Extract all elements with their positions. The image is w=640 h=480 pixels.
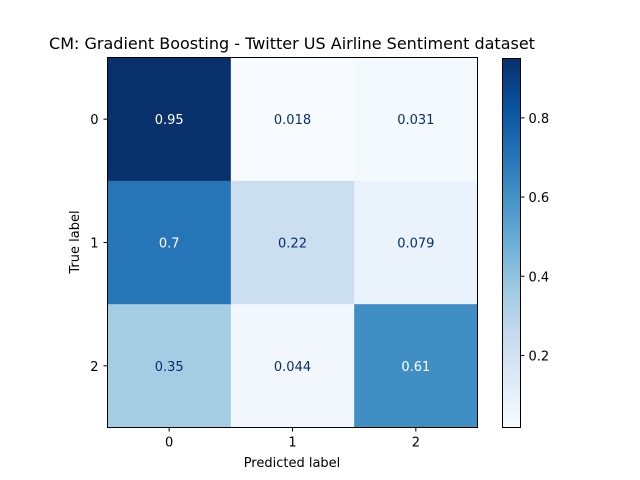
colorbar-tick-label: 0.2 bbox=[529, 349, 550, 364]
x-axis-label: Predicted label bbox=[244, 456, 341, 471]
heatmap-cell-labels: 0.95 0.018 0.031 0.7 0.22 0.079 0.35 0.044 0.61 bbox=[155, 113, 435, 375]
cell-value-label: 0.22 bbox=[278, 237, 307, 252]
y-tick-label: 1 bbox=[90, 237, 98, 252]
y-tick-label: 2 bbox=[90, 360, 98, 375]
chart-title: CM: Gradient Boosting - Twitter US Airli… bbox=[49, 34, 535, 53]
heatmap-cell bbox=[230, 180, 355, 305]
colorbar-tick-label: 0.6 bbox=[529, 191, 550, 206]
heatmap-cell bbox=[354, 180, 478, 305]
heatmap-cell bbox=[230, 304, 355, 428]
y-axis-label: True label bbox=[68, 210, 83, 274]
cell-value-label: 0.35 bbox=[155, 360, 184, 375]
heatmap-cell bbox=[107, 180, 232, 305]
y-axis-ticks: 0 1 2 bbox=[90, 113, 108, 375]
x-axis-ticks: 0 1 2 bbox=[165, 427, 420, 451]
colorbar-tick-label: 0.4 bbox=[529, 270, 550, 285]
cell-value-label: 0.7 bbox=[159, 237, 180, 252]
colorbar-tick-label: 0.8 bbox=[529, 112, 550, 127]
cell-value-label: 0.079 bbox=[397, 237, 434, 252]
cell-value-label: 0.018 bbox=[274, 113, 311, 128]
x-tick-label: 1 bbox=[288, 436, 296, 451]
heatmap-cell bbox=[107, 57, 232, 182]
heatmap-cell bbox=[230, 57, 355, 182]
x-tick-label: 0 bbox=[165, 436, 173, 451]
colorbar bbox=[502, 58, 521, 428]
heatmap-cell bbox=[107, 304, 232, 428]
cell-value-label: 0.031 bbox=[397, 113, 434, 128]
cell-value-label: 0.044 bbox=[274, 360, 311, 375]
heatmap-cell bbox=[354, 304, 478, 428]
y-tick-label: 0 bbox=[90, 113, 98, 128]
cell-value-label: 0.61 bbox=[401, 360, 430, 375]
heatmap-cell bbox=[354, 57, 478, 182]
colorbar-ticks: 0.2 0.4 0.6 0.8 bbox=[520, 112, 550, 364]
cell-value-label: 0.95 bbox=[155, 113, 184, 128]
heatmap-cells bbox=[107, 57, 478, 428]
x-tick-label: 2 bbox=[412, 436, 420, 451]
